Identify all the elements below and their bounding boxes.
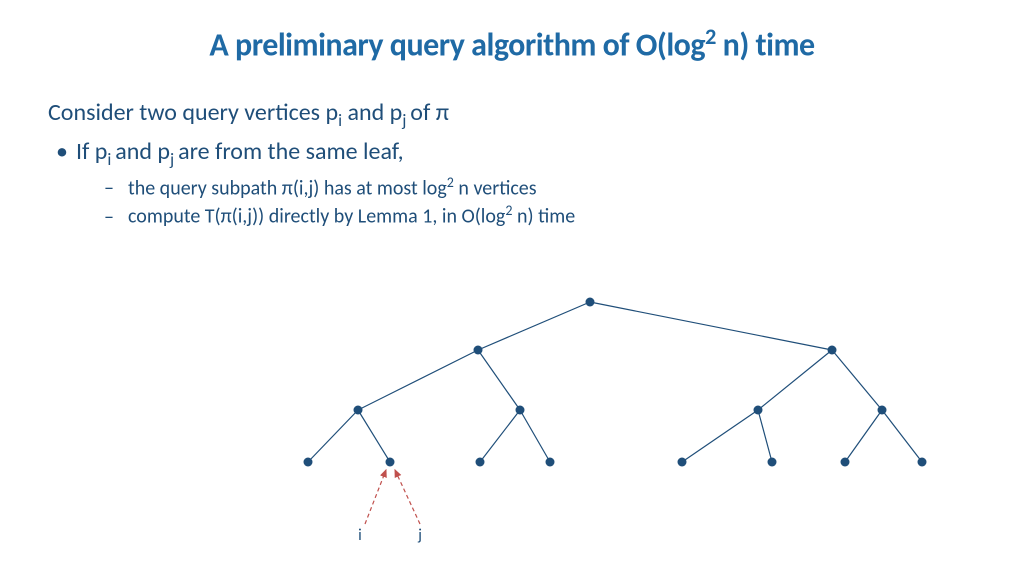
- tree-node: [354, 406, 363, 415]
- leaf-label: j: [417, 526, 422, 545]
- tree-edge: [882, 410, 922, 462]
- tree-edge: [358, 410, 390, 462]
- s1b: n vertices: [454, 176, 537, 200]
- t1c: of π: [410, 98, 449, 127]
- pointer-arrow: [365, 470, 386, 524]
- body-text: Consider two query vertices pi and pj of…: [48, 98, 976, 229]
- tree-edge: [845, 410, 882, 462]
- pointer-arrow: [395, 470, 420, 524]
- s1sup: 2: [447, 174, 454, 191]
- title-suffix: n) time: [716, 26, 815, 65]
- t1a: Consider two query vertices p: [48, 98, 338, 127]
- tree-edge: [832, 350, 882, 410]
- slide-title: A preliminary query algorithm of O(log2 …: [0, 0, 1024, 65]
- tree-edge: [358, 350, 478, 410]
- tree-node: [678, 458, 687, 467]
- tree-edge: [590, 302, 832, 350]
- tree-edge: [308, 410, 358, 462]
- tree-edge: [520, 410, 550, 462]
- title-sup: 2: [705, 24, 716, 51]
- tree-node: [841, 458, 850, 467]
- tree-diagram: ij: [250, 290, 950, 550]
- sub-bullet-2: – compute T(π(i,j)) directly by Lemma 1,…: [104, 202, 976, 229]
- tree-node: [516, 406, 525, 415]
- tree-node: [586, 298, 595, 307]
- bullet-dot-icon: •: [48, 137, 76, 166]
- t1b: and p: [342, 98, 402, 127]
- tree-node: [474, 346, 483, 355]
- tree-node: [754, 406, 763, 415]
- tree-node: [828, 346, 837, 355]
- s2a: compute T(π(i,j)) directly by Lemma 1, i…: [128, 205, 505, 229]
- s2b: n) time: [512, 205, 575, 229]
- sub-bullet-1: – the query subpath π(i,j) has at most l…: [104, 174, 976, 201]
- leaf-label: i: [358, 526, 362, 545]
- tree-edge: [478, 350, 520, 410]
- tree-edge: [682, 410, 758, 462]
- bullet-if-same-leaf: • If pi and pj are from the same leaf,: [48, 137, 976, 170]
- b1c: are from the same leaf,: [178, 137, 404, 166]
- line-consider: Consider two query vertices pi and pj of…: [48, 98, 976, 131]
- tree-edge: [478, 302, 590, 350]
- b1b: and p: [115, 137, 170, 166]
- tree-edge: [758, 350, 832, 410]
- tree-node: [304, 458, 313, 467]
- dash-icon: –: [104, 176, 128, 200]
- tree-edge: [480, 410, 520, 462]
- tree-node: [768, 458, 777, 467]
- b1s2: j: [170, 149, 178, 170]
- s1a: the query subpath π(i,j) has at most log: [128, 176, 447, 200]
- tree-node: [476, 458, 485, 467]
- title-prefix: A preliminary query algorithm of O(log: [209, 26, 705, 65]
- tree-node: [918, 458, 927, 467]
- b1a: If p: [76, 137, 107, 166]
- tree-edge: [758, 410, 772, 462]
- tree-node: [386, 458, 395, 467]
- tree-node: [878, 406, 887, 415]
- dash-icon: –: [104, 205, 128, 229]
- tree-node: [546, 458, 555, 467]
